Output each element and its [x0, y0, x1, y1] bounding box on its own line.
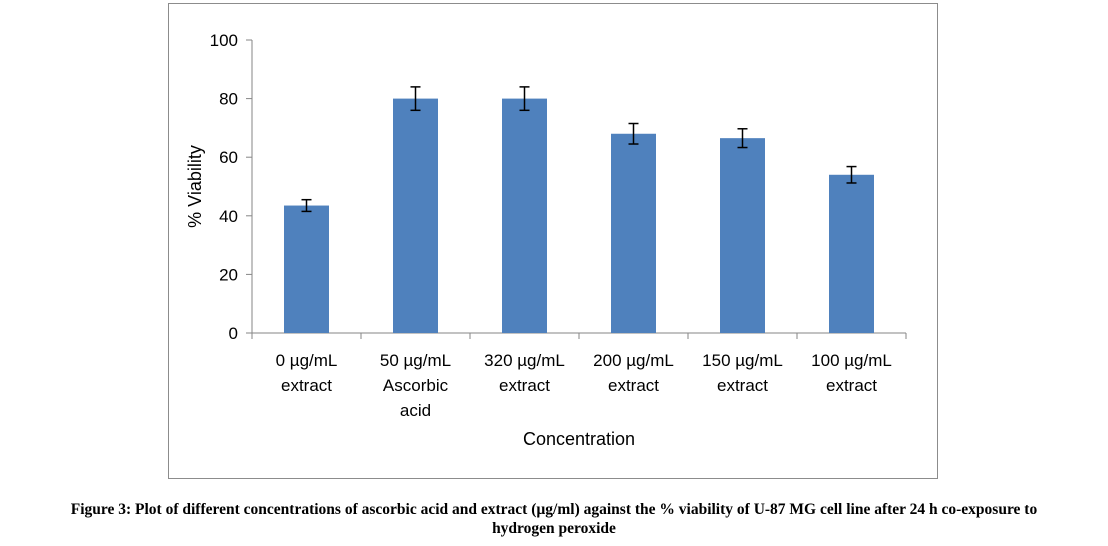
- x-tick-label: 50 µg/mL Ascorbic acid: [380, 351, 451, 420]
- y-tick-label: 0: [229, 324, 238, 343]
- x-tick-label-line: extract: [717, 376, 768, 395]
- x-axis-title: Concentration: [523, 429, 635, 449]
- x-tick-label-line: extract: [826, 376, 877, 395]
- bar: [720, 138, 765, 333]
- y-axis-title: % Viability: [185, 145, 205, 228]
- bars: [284, 98, 874, 333]
- x-tick-label: 200 µg/mL extract: [593, 351, 674, 395]
- bar-chart: 0 20 40 60 80 100 0 µg/mL extract 50 µg/mL Ascor…: [185, 31, 907, 449]
- x-tick-label-line: 150 µg/mL: [702, 351, 783, 370]
- x-tick-label-line: extract: [281, 376, 332, 395]
- x-tick-label-line: extract: [608, 376, 659, 395]
- caption-line-1: Figure 3: Plot of different concentratio…: [70, 501, 1038, 518]
- bar: [502, 98, 547, 333]
- x-tick-label: 0 µg/mL extract: [276, 351, 338, 395]
- y-tick-label: 80: [219, 90, 238, 109]
- y-axis: 0 20 40 60 80 100: [210, 31, 253, 343]
- y-tick-label: 100: [210, 31, 238, 50]
- x-tick-label-line: extract: [499, 376, 550, 395]
- x-tick-label-line: 50 µg/mL: [380, 351, 451, 370]
- x-tick-label: 100 µg/mL extract: [811, 351, 892, 395]
- x-tick-label-line: Ascorbic: [383, 376, 449, 395]
- x-tick-label-line: acid: [400, 401, 431, 420]
- figure-caption: Figure 3: Plot of different concentratio…: [0, 500, 1108, 538]
- x-tick-label-line: 320 µg/mL: [484, 351, 565, 370]
- caption-line-2: hydrogen peroxide: [492, 520, 616, 537]
- bar: [393, 98, 438, 333]
- x-tick-label: 150 µg/mL extract: [702, 351, 783, 395]
- bar: [829, 174, 874, 333]
- bar: [611, 133, 656, 333]
- x-tick-label: 320 µg/mL extract: [484, 351, 565, 395]
- bar: [284, 205, 329, 333]
- x-tick-label-line: 200 µg/mL: [593, 351, 674, 370]
- y-tick-label: 40: [219, 207, 238, 226]
- y-tick-label: 20: [219, 265, 238, 284]
- error-bars: [301, 86, 857, 213]
- x-axis: 0 µg/mL extract 50 µg/mL Ascorbic acid 320 µg…: [251, 332, 907, 420]
- y-tick-label: 60: [219, 148, 238, 167]
- x-tick-label-line: 0 µg/mL: [276, 351, 338, 370]
- x-tick-label-line: 100 µg/mL: [811, 351, 892, 370]
